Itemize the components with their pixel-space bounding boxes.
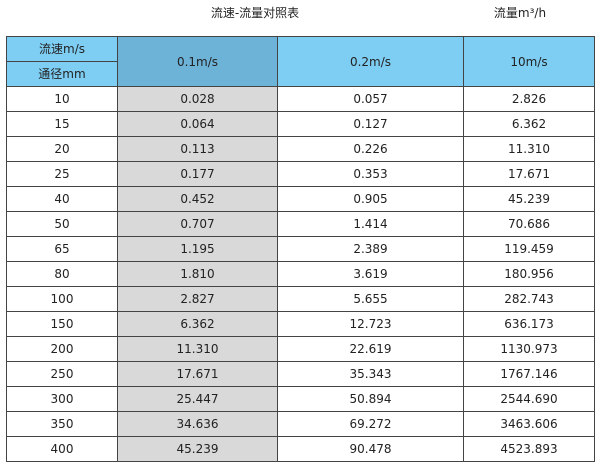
flow-cell: 5.655 [277, 286, 464, 312]
table-row: 200 11.310 22.619 1130.973 [6, 336, 595, 362]
table-row: 100 2.827 5.655 282.743 [6, 286, 595, 312]
flow-cell: 0.057 [277, 86, 464, 112]
table-row: 25 0.177 0.353 17.671 [6, 161, 595, 187]
flow-cell: 0.113 [117, 136, 278, 162]
table-row: 250 17.671 35.343 1767.146 [6, 361, 595, 387]
table-row: 150 6.362 12.723 636.173 [6, 311, 595, 337]
velocity-header: 流速m/s [6, 36, 118, 62]
flow-cell: 45.239 [117, 436, 278, 462]
flow-cell: 22.619 [277, 336, 464, 362]
flow-cell: 25.447 [117, 386, 278, 412]
diameter-cell: 250 [6, 361, 118, 387]
flow-cell: 1.810 [117, 261, 278, 287]
flow-cell: 282.743 [463, 286, 595, 312]
flow-cell: 6.362 [117, 311, 278, 337]
table-row: 10 0.028 0.057 2.826 [6, 86, 595, 112]
table-row: 65 1.195 2.389 119.459 [6, 236, 595, 262]
table-title: 流速-流量对照表 [210, 6, 300, 20]
flow-cell: 34.636 [117, 411, 278, 437]
flow-cell: 69.272 [277, 411, 464, 437]
flow-cell: 12.723 [277, 311, 464, 337]
flow-cell: 1767.146 [463, 361, 595, 387]
diameter-cell: 20 [6, 136, 118, 162]
flow-cell: 3463.606 [463, 411, 595, 437]
column-header: 0.1m/s [117, 36, 278, 87]
flow-cell: 0.064 [117, 111, 278, 137]
flow-cell: 180.956 [463, 261, 595, 287]
flow-cell: 17.671 [117, 361, 278, 387]
flow-cell: 2.389 [277, 236, 464, 262]
flow-cell: 2544.690 [463, 386, 595, 412]
diameter-cell: 350 [6, 411, 118, 437]
unit-label: 流量m³/h [493, 6, 547, 20]
flow-cell: 2.826 [463, 86, 595, 112]
flow-cell: 1.195 [117, 236, 278, 262]
diameter-cell: 40 [6, 186, 118, 212]
table-row: 20 0.113 0.226 11.310 [6, 136, 595, 162]
flow-cell: 45.239 [463, 186, 595, 212]
diameter-cell: 15 [6, 111, 118, 137]
flow-cell: 0.452 [117, 186, 278, 212]
table-row: 15 0.064 0.127 6.362 [6, 111, 595, 137]
column-header: 0.2m/s [277, 36, 464, 87]
flow-cell: 0.028 [117, 86, 278, 112]
flow-cell: 1130.973 [463, 336, 595, 362]
diameter-header: 通径mm [6, 61, 118, 87]
flow-cell: 2.827 [117, 286, 278, 312]
diameter-cell: 200 [6, 336, 118, 362]
diameter-cell: 10 [6, 86, 118, 112]
diameter-cell: 300 [6, 386, 118, 412]
flow-cell: 1.414 [277, 211, 464, 237]
flow-cell: 70.686 [463, 211, 595, 237]
flow-cell: 4523.893 [463, 436, 595, 462]
table-row: 350 34.636 69.272 3463.606 [6, 411, 595, 437]
diameter-cell: 150 [6, 311, 118, 337]
table-row: 80 1.810 3.619 180.956 [6, 261, 595, 287]
flow-cell: 0.127 [277, 111, 464, 137]
diameter-cell: 400 [6, 436, 118, 462]
table-row: 400 45.239 90.478 4523.893 [6, 436, 595, 462]
flow-cell: 0.353 [277, 161, 464, 187]
flow-cell: 90.478 [277, 436, 464, 462]
flow-cell: 0.226 [277, 136, 464, 162]
flow-cell: 6.362 [463, 111, 595, 137]
diameter-cell: 25 [6, 161, 118, 187]
diameter-cell: 65 [6, 236, 118, 262]
flow-table: 流速m/s 0.1m/s 0.2m/s 10m/s 通径mm 10 0.028 0.… [6, 36, 595, 462]
flow-cell: 50.894 [277, 386, 464, 412]
header-row: 通径mm [6, 61, 595, 87]
flow-cell: 0.177 [117, 161, 278, 187]
table-row: 300 25.447 50.894 2544.690 [6, 386, 595, 412]
flow-cell: 35.343 [277, 361, 464, 387]
flow-cell: 17.671 [463, 161, 595, 187]
diameter-cell: 50 [6, 211, 118, 237]
flow-cell: 0.905 [277, 186, 464, 212]
flow-cell: 3.619 [277, 261, 464, 287]
diameter-cell: 80 [6, 261, 118, 287]
flow-cell: 119.459 [463, 236, 595, 262]
flow-cell: 11.310 [117, 336, 278, 362]
flow-cell: 636.173 [463, 311, 595, 337]
table-row: 40 0.452 0.905 45.239 [6, 186, 595, 212]
table-row: 50 0.707 1.414 70.686 [6, 211, 595, 237]
column-header: 10m/s [463, 36, 595, 87]
flow-cell: 11.310 [463, 136, 595, 162]
flow-cell: 0.707 [117, 211, 278, 237]
diameter-cell: 100 [6, 286, 118, 312]
header-row: 流速m/s 0.1m/s 0.2m/s 10m/s [6, 36, 595, 87]
